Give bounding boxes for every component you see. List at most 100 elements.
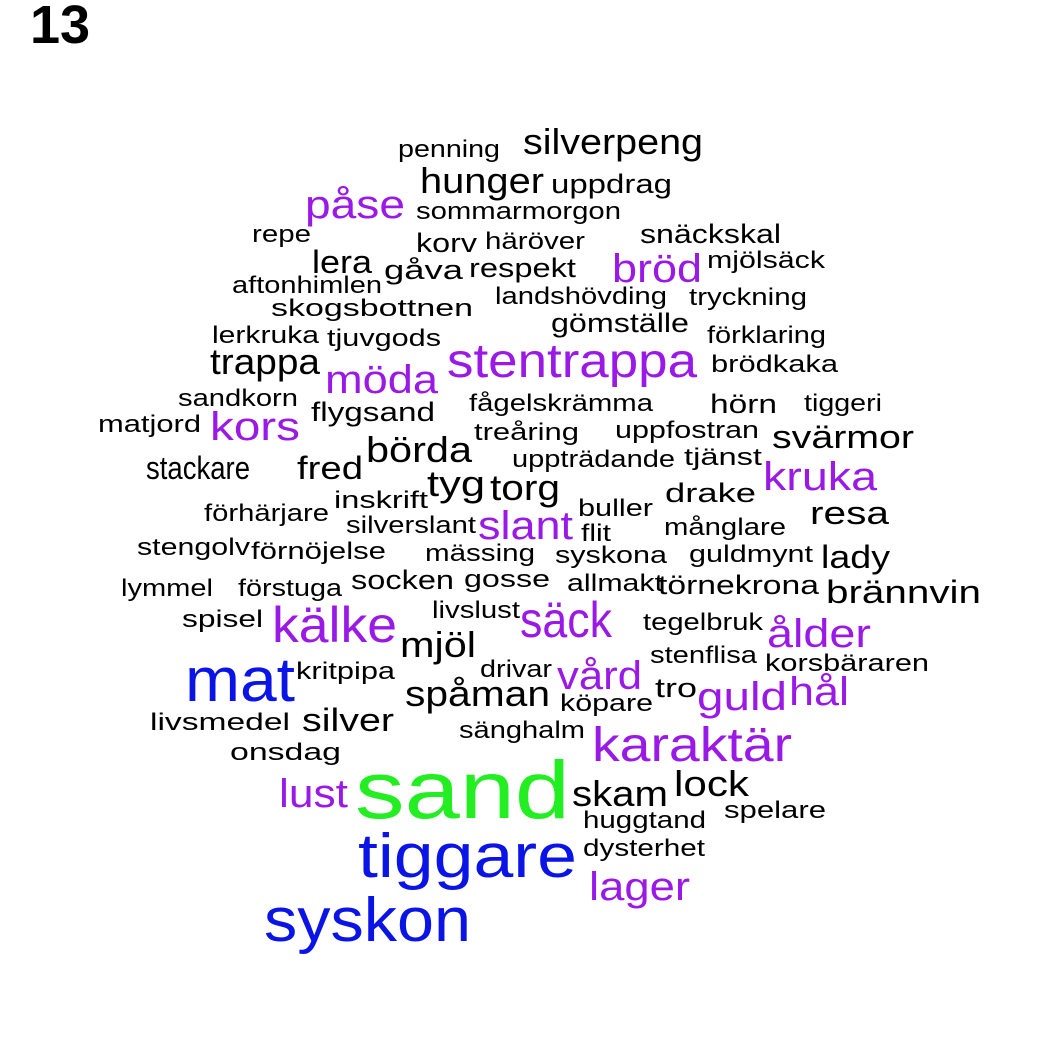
cloud-word: socken <box>351 565 454 595</box>
cloud-word: häröver <box>485 228 585 255</box>
cloud-word: karaktär <box>592 719 792 772</box>
cloud-word: gosse <box>464 566 550 593</box>
cloud-word: lady <box>821 539 890 575</box>
cloud-word: förstuga <box>238 575 343 602</box>
cloud-word: syskon <box>264 886 471 955</box>
cloud-word: treåring <box>474 419 579 446</box>
cloud-word: korsbäraren <box>765 650 929 677</box>
cloud-word: lerkruka <box>212 322 320 349</box>
cloud-word: huggtand <box>583 807 706 834</box>
cloud-word: syskona <box>555 542 668 569</box>
cloud-word: lager <box>589 865 690 909</box>
cloud-word: mässing <box>425 540 535 567</box>
cloud-word: resa <box>810 495 889 531</box>
cloud-word: stackare <box>146 450 250 486</box>
cloud-word: hunger <box>420 160 544 201</box>
page-number: 13 <box>30 0 91 55</box>
cloud-word: buller <box>578 495 653 522</box>
cloud-word: förhärjare <box>204 500 329 527</box>
cloud-word: sandkorn <box>178 385 298 412</box>
cloud-word: korv <box>416 228 478 258</box>
cloud-word: tjuvgods <box>327 325 441 352</box>
cloud-word: månglare <box>664 514 786 541</box>
cloud-word: onsdag <box>230 739 341 766</box>
cloud-word: fågelskrämma <box>469 390 654 417</box>
cloud-word: ålder <box>767 612 871 656</box>
cloud-word: allmakt <box>567 570 663 597</box>
cloud-word: mjölsäck <box>707 247 826 274</box>
cloud-word: tegelbruk <box>643 609 764 636</box>
cloud-word: förnöjelse <box>251 538 386 565</box>
cloud-word: spisel <box>182 606 263 633</box>
cloud-word: lymmel <box>121 575 213 602</box>
cloud-word: sommarmorgon <box>416 198 621 225</box>
cloud-word: törnekrona <box>658 570 820 600</box>
cloud-word: stenflisa <box>650 642 758 669</box>
cloud-word: stentrappa <box>447 335 697 388</box>
cloud-word: lock <box>674 763 750 804</box>
cloud-word: penning <box>398 136 500 163</box>
cloud-word: kritpipa <box>296 658 396 685</box>
cloud-word: förklaring <box>707 322 826 349</box>
cloud-word: tiggeri <box>804 390 882 417</box>
cloud-word: sänghalm <box>459 717 585 744</box>
cloud-word: drake <box>665 478 756 508</box>
cloud-word: brödkaka <box>711 351 839 378</box>
cloud-word: tiggare <box>358 822 577 891</box>
cloud-word: respekt <box>469 253 577 283</box>
cloud-word: vård <box>557 654 642 698</box>
cloud-word: silverpeng <box>523 121 703 162</box>
cloud-word: fred <box>297 450 363 486</box>
cloud-word: uppfostran <box>615 417 759 444</box>
cloud-word: sand <box>355 745 570 836</box>
cloud-word: silverslant <box>346 512 476 539</box>
cloud-word: tjänst <box>684 444 762 471</box>
cloud-word: hörn <box>710 389 777 419</box>
cloud-word: stengolv <box>137 534 250 561</box>
cloud-word: landshövding <box>495 283 667 310</box>
cloud-word: livsmedel <box>150 709 290 736</box>
cloud-word: mjöl <box>400 624 476 665</box>
cloud-word: hål <box>789 670 849 714</box>
cloud-word: trappa <box>210 341 321 382</box>
cloud-word: skam <box>572 773 668 814</box>
cloud-word: flit <box>581 520 611 547</box>
cloud-word: uppdrag <box>551 169 672 199</box>
cloud-word: uppträdande <box>512 446 675 473</box>
cloud-word: lust <box>279 772 348 816</box>
cloud-word: mat <box>185 646 295 715</box>
cloud-word: svärmor <box>772 419 914 455</box>
cloud-word: matjord <box>98 411 201 438</box>
cloud-word: kors <box>210 405 300 449</box>
cloud-word: lera <box>312 244 372 280</box>
cloud-word: repe <box>252 221 311 248</box>
cloud-word: kälke <box>272 597 397 653</box>
cloud-word: möda <box>325 358 439 402</box>
cloud-word: silver <box>302 702 394 738</box>
cloud-word: inskrift <box>334 487 428 514</box>
cloud-word: spåman <box>405 673 550 714</box>
cloud-word: aftonhimlen <box>232 272 382 299</box>
cloud-word: bröd <box>612 247 702 291</box>
cloud-word: drivar <box>480 656 552 683</box>
cloud-word: tro <box>655 673 697 703</box>
cloud-word: säck <box>520 592 613 648</box>
cloud-word: köpare <box>560 690 653 717</box>
cloud-word: spelare <box>724 797 826 824</box>
cloud-word: livslust <box>432 597 520 624</box>
cloud-word: torg <box>490 467 560 508</box>
cloud-word: tyg <box>427 463 485 504</box>
cloud-word: gåva <box>384 255 464 285</box>
cloud-word: tryckning <box>689 284 807 311</box>
cloud-word: guld <box>697 675 787 719</box>
cloud-word: brännvin <box>826 574 981 610</box>
cloud-word: slant <box>478 504 573 548</box>
cloud-word: gömställe <box>551 308 689 338</box>
cloud-word: snäckskal <box>640 219 781 249</box>
cloud-word: börda <box>366 429 473 470</box>
cloud-word: påse <box>305 183 405 227</box>
cloud-word: dysterhet <box>583 835 705 862</box>
cloud-word: guldmynt <box>689 541 813 568</box>
cloud-word: kruka <box>763 455 878 499</box>
